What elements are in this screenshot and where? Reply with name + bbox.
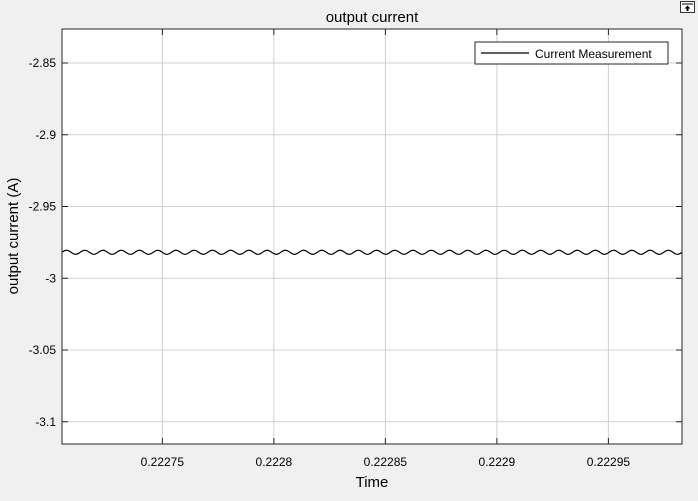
chart-title: output current (326, 9, 419, 26)
y-tick-label: -2.85 (29, 56, 57, 70)
undock-arrow-glyph (682, 3, 693, 11)
x-tick-label: 0.22295 (587, 455, 631, 469)
undock-arrow-icon[interactable] (680, 1, 695, 13)
legend-label-current-measurement: Current Measurement (535, 47, 652, 61)
y-tick-label: -2.95 (29, 200, 57, 214)
y-tick-label: -3.05 (29, 343, 57, 357)
legend-box (474, 41, 669, 65)
grid (62, 29, 682, 444)
x-tick-label: 0.22285 (364, 455, 408, 469)
x-tick-label: 0.22275 (141, 455, 185, 469)
plot-area (62, 29, 682, 444)
legend: Current Measurement (474, 41, 669, 65)
tick-layer: 0.22275 0.2228 0.22285 0.2229 0.22295 -2.85 -2… (29, 29, 682, 469)
y-tick-label: -3.1 (35, 415, 56, 429)
x-axis-label: Time (356, 474, 389, 491)
y-axis-label: output current (A) (5, 178, 22, 295)
plot-border (61, 28, 683, 445)
y-tick-label: -2.9 (35, 128, 56, 142)
x-tick-label: 0.2229 (479, 455, 516, 469)
series-layer (61, 249, 683, 255)
x-tick-label: 0.2228 (256, 455, 293, 469)
series-line-current-measurement (61, 249, 683, 255)
y-tick-label: -3 (45, 271, 56, 285)
